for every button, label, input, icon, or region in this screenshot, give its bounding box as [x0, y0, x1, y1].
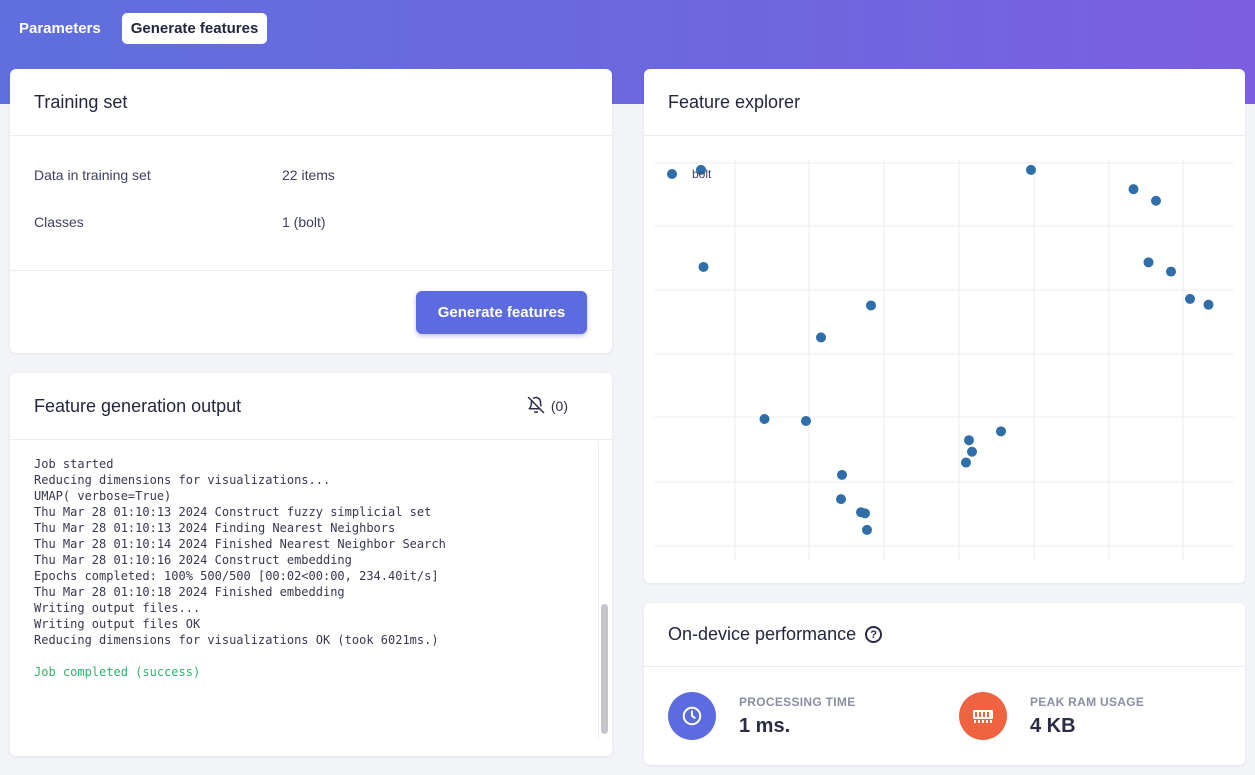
data-point[interactable] — [862, 524, 872, 535]
generate-features-button[interactable]: Generate features — [416, 291, 587, 334]
data-point[interactable] — [996, 426, 1006, 437]
log-scrollbar[interactable] — [598, 441, 608, 738]
data-point[interactable] — [1026, 164, 1036, 175]
log-line: Thu Mar 28 01:10:18 2024 Finished embedd… — [34, 585, 345, 599]
peak-ram-metric: PEAK RAM USAGE 4 KB — [959, 692, 1144, 740]
data-point[interactable] — [1143, 257, 1154, 268]
notification-count: (0) — [550, 398, 568, 414]
log-line — [34, 648, 594, 664]
memory-chip-icon — [959, 692, 1007, 740]
data-point[interactable] — [866, 300, 876, 311]
data-point[interactable] — [696, 164, 706, 175]
bell-off-icon — [527, 396, 545, 417]
classes-value: 1 (bolt) — [282, 214, 326, 230]
tab-generate-features[interactable]: Generate features — [121, 13, 268, 44]
log-scroll-thumb[interactable] — [601, 604, 608, 734]
feature-explorer-title: Feature explorer — [668, 91, 801, 112]
performance-card: On-device performance ? PROCESSING TIME … — [644, 603, 1245, 765]
classes-row: Classes 1 (bolt) — [34, 214, 326, 230]
tab-bar: Parameters Generate features — [10, 13, 268, 44]
legend-marker — [667, 169, 677, 179]
notifications-toggle[interactable]: (0) — [527, 396, 568, 417]
processing-time-value: 1 ms. — [739, 714, 791, 737]
training-data-value: 22 items — [282, 167, 335, 183]
log-line: UMAP( verbose=True) — [34, 489, 172, 503]
log-line: Thu Mar 28 01:10:13 2024 Construct fuzzy… — [34, 505, 432, 519]
processing-time-label: PROCESSING TIME — [739, 694, 856, 709]
data-point[interactable] — [967, 446, 977, 457]
peak-ram-value: 4 KB — [1030, 714, 1076, 737]
data-point[interactable] — [1203, 299, 1214, 310]
data-point[interactable] — [860, 508, 870, 519]
training-data-row: Data in training set 22 items — [34, 167, 335, 183]
help-icon[interactable]: ? — [865, 626, 883, 643]
data-point[interactable] — [1166, 266, 1176, 277]
data-point[interactable] — [837, 469, 847, 480]
feature-scatter-plot[interactable]: bolt — [644, 136, 1245, 566]
feature-output-header: Feature generation output (0) — [10, 373, 612, 440]
classes-label: Classes — [34, 214, 84, 230]
data-point[interactable] — [1128, 184, 1139, 195]
training-data-label: Data in training set — [34, 167, 151, 183]
log-line: Job completed (success) — [34, 665, 201, 679]
data-point[interactable] — [1151, 195, 1161, 206]
data-point[interactable] — [964, 435, 974, 446]
data-point[interactable] — [1185, 293, 1195, 304]
data-point[interactable] — [759, 414, 770, 425]
feature-explorer-card: Feature explorer bolt — [644, 69, 1245, 583]
log-line: Epochs completed: 100% 500/500 [00:02<00… — [34, 569, 439, 583]
data-point[interactable] — [816, 332, 826, 343]
training-set-header: Training set — [10, 69, 612, 136]
log-line: Reducing dimensions for visualizations..… — [34, 473, 331, 487]
legend-label: bolt — [692, 167, 712, 181]
performance-title: On-device performance — [668, 624, 857, 644]
peak-ram-label: PEAK RAM USAGE — [1030, 694, 1145, 709]
data-point[interactable] — [961, 457, 971, 468]
log-line: Writing output files... — [34, 601, 201, 615]
feature-output-card: Feature generation output (0) Job starte… — [10, 373, 612, 756]
feature-explorer-header: Feature explorer — [644, 69, 1245, 136]
clock-icon — [668, 692, 716, 740]
tab-parameters[interactable]: Parameters — [19, 20, 101, 37]
log-line: Writing output files OK — [34, 617, 201, 631]
log-line: Thu Mar 28 01:10:13 2024 Finding Nearest… — [34, 521, 396, 535]
log-line: Thu Mar 28 01:10:14 2024 Finished Neares… — [34, 537, 446, 551]
training-set-title: Training set — [34, 91, 128, 112]
log-line: Reducing dimensions for visualizations O… — [34, 633, 439, 647]
data-point[interactable] — [836, 494, 846, 505]
log-line: Thu Mar 28 01:10:16 2024 Construct embed… — [34, 553, 352, 567]
output-log: Job started Reducing dimensions for visua… — [34, 456, 594, 680]
feature-output-title: Feature generation output — [34, 395, 242, 416]
data-point[interactable] — [801, 415, 811, 426]
log-line: Job started — [34, 457, 114, 471]
data-point[interactable] — [698, 261, 709, 272]
performance-header: On-device performance ? — [644, 603, 1245, 667]
processing-time-metric: PROCESSING TIME 1 ms. — [668, 692, 856, 740]
training-set-card: Training set Data in training set 22 ite… — [10, 69, 612, 353]
divider — [10, 270, 612, 271]
